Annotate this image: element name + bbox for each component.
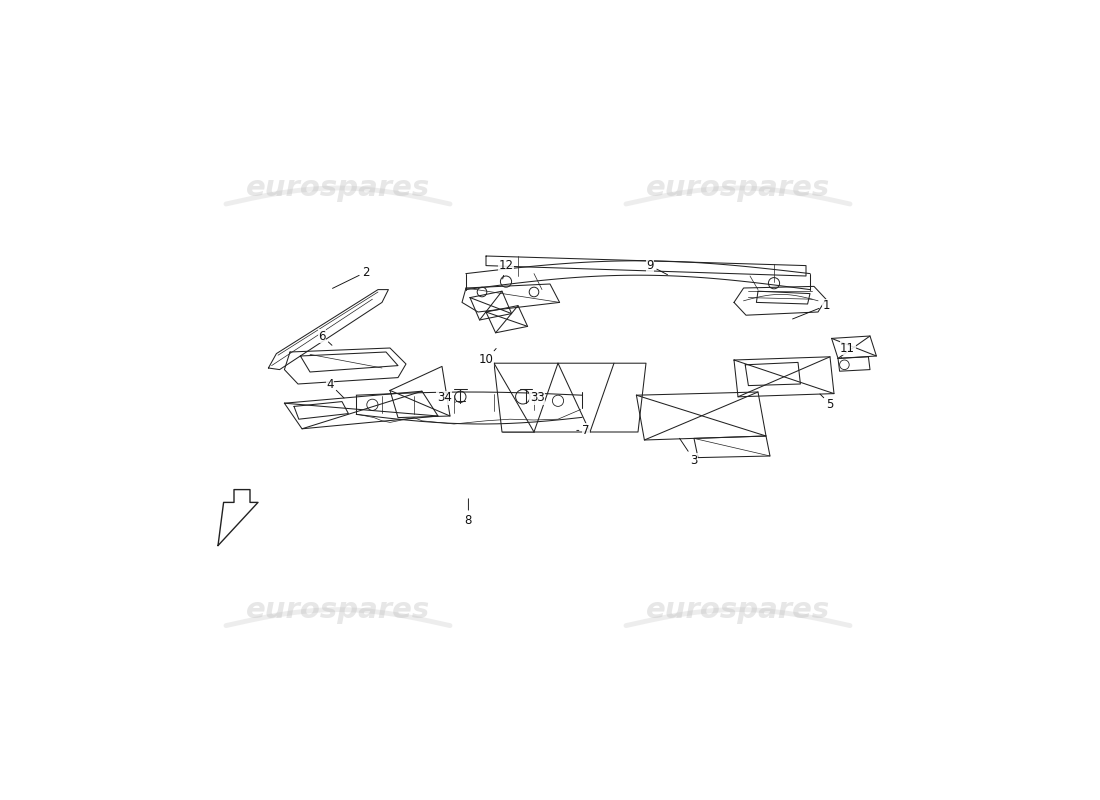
Text: 34: 34 [437,391,455,404]
Text: 8: 8 [464,498,472,526]
Text: eurospares: eurospares [246,595,430,624]
Text: 10: 10 [478,349,496,366]
Text: 2: 2 [332,266,370,288]
Text: 1: 1 [793,299,829,319]
Text: 6: 6 [318,330,332,346]
Text: 4: 4 [327,378,344,398]
Text: eurospares: eurospares [646,174,830,202]
Text: 3: 3 [680,438,697,466]
Text: 5: 5 [820,394,834,410]
Text: 33: 33 [530,391,544,404]
Text: 12: 12 [498,259,514,279]
Text: eurospares: eurospares [646,595,830,624]
Text: 7: 7 [576,424,590,437]
Text: 9: 9 [647,259,668,274]
Text: eurospares: eurospares [246,174,430,202]
Text: 11: 11 [840,342,855,358]
